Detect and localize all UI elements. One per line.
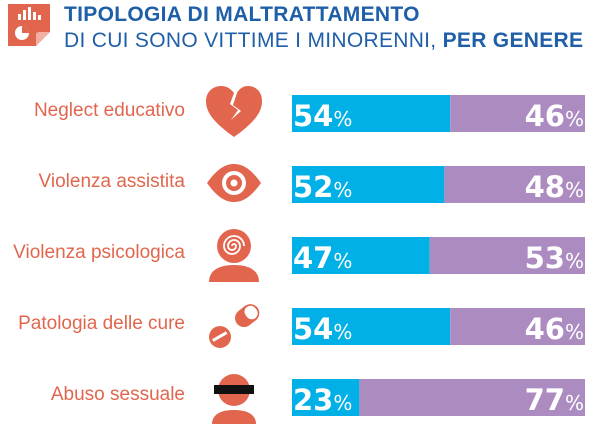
data-label-1: 23% — [293, 383, 352, 416]
data-label-2: 46% — [525, 312, 584, 345]
chart-row: Violenza psicologica 47% 53% — [0, 222, 600, 286]
stacked-bar: 54% 46% — [292, 95, 585, 132]
bar-segment-1 — [292, 379, 360, 416]
stacked-bar: 54% 46% — [292, 308, 585, 345]
bar-segment-1 — [292, 95, 451, 132]
stacked-bar: 52% 48% — [292, 166, 585, 203]
stacked-bar: 47% 53% — [292, 237, 585, 274]
data-label-2: 77% — [525, 383, 584, 416]
stacked-bar: 23% 77% — [292, 379, 585, 416]
bar-segment-1 — [292, 166, 445, 203]
data-label-1: 47% — [293, 241, 352, 274]
data-label-2: 48% — [525, 170, 584, 203]
chart-row: Abuso sessuale 23% 77% — [0, 364, 600, 428]
category-label: Patologia delle cure — [18, 313, 185, 334]
bar-segment-1 — [292, 237, 430, 274]
chart-title: TIPOLOGIA DI MALTRATTAMENTO — [64, 3, 420, 26]
chart-row: Neglect educativo 54% 46% — [0, 80, 600, 144]
pills-icon — [203, 295, 265, 355]
chart-report-icon — [8, 4, 50, 46]
broken-heart-icon — [203, 82, 265, 142]
data-label-1: 52% — [293, 170, 352, 203]
chart-subtitle: DI CUI SONO VITTIME I MINORENNI, PER GEN… — [64, 29, 583, 53]
masked-face-icon — [203, 366, 265, 426]
data-label-1: 54% — [293, 312, 352, 345]
subtitle-text: DI CUI SONO VITTIME I MINORENNI, — [64, 29, 443, 52]
data-label-1: 54% — [293, 99, 352, 132]
data-label-2: 53% — [525, 241, 584, 274]
chart-row: Violenza assistita 52% 48% — [0, 151, 600, 215]
category-label: Abuso sessuale — [50, 384, 185, 405]
head-spiral-icon — [203, 224, 265, 284]
category-label: Violenza psicologica — [13, 242, 185, 263]
eye-icon — [203, 153, 265, 213]
bar-segment-2 — [450, 308, 585, 345]
category-label: Violenza assistita — [38, 171, 185, 192]
bar-segment-2 — [429, 237, 585, 274]
bar-segment-2 — [450, 95, 585, 132]
chart-row: Patologia delle cure 54% 46% — [0, 293, 600, 357]
bar-segment-2 — [359, 379, 585, 416]
bar-segment-1 — [292, 308, 451, 345]
data-label-2: 46% — [525, 99, 584, 132]
category-label: Neglect educativo — [33, 100, 185, 121]
bar-segment-2 — [444, 166, 585, 203]
subtitle-emphasis: PER GENERE — [442, 29, 584, 52]
